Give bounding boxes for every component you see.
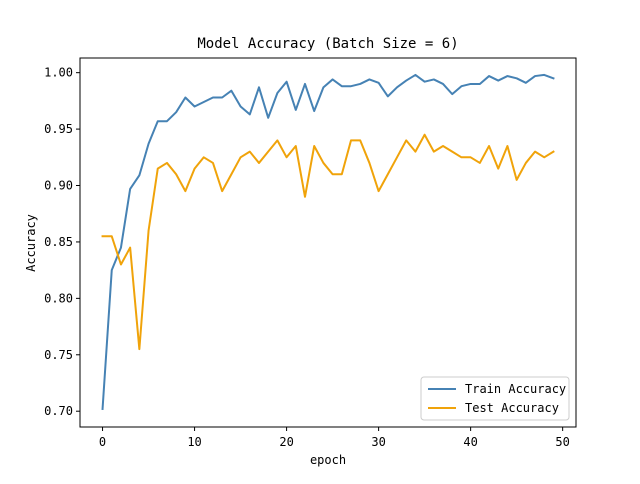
legend-box <box>420 376 570 421</box>
x-axis-label: epoch <box>310 453 346 467</box>
x-tick-label: 30 <box>371 435 385 449</box>
chart-title: Model Accuracy (Batch Size = 6) <box>197 36 458 52</box>
y-tick-label: 0.70 <box>44 404 73 418</box>
legend-label-train: Train Accuracy <box>465 382 566 396</box>
series-line-train <box>101 73 555 411</box>
y-tick-label: 0.85 <box>44 235 73 249</box>
y-tick-label: 0.95 <box>44 122 73 136</box>
legend-label-test: Test Accuracy <box>465 401 559 415</box>
x-tick-label: 40 <box>463 435 477 449</box>
legend: Train Accuracy Test Accuracy <box>420 376 570 421</box>
x-tick-label: 20 <box>279 435 293 449</box>
y-tick-label: 0.75 <box>44 348 73 362</box>
y-tick-label: 0.90 <box>44 179 73 193</box>
x-tick-label: 0 <box>99 435 106 449</box>
y-tick-label: 0.80 <box>44 291 73 305</box>
series-line-test <box>101 133 555 351</box>
x-tick-label: 50 <box>555 435 569 449</box>
x-tick-label: 10 <box>187 435 201 449</box>
y-tick-label: 1.00 <box>44 66 73 80</box>
axes-frame <box>79 57 577 428</box>
plot-area: 0 10 20 30 40 50 0.70 0.75 0.80 0.85 0.90 0.95 1.00 <box>44 57 577 449</box>
y-axis-label: Accuracy <box>24 214 38 272</box>
